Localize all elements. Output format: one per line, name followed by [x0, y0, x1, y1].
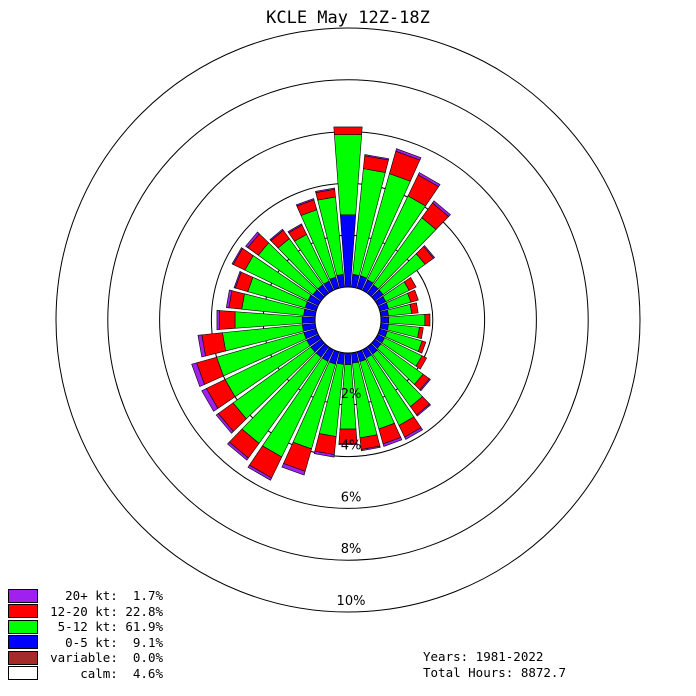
legend-label: 12-20 kt: 22.8%	[50, 603, 163, 619]
legend: 20+ kt: 1.7% 12-20 kt: 22.8% 5-12 kt: 61…	[8, 588, 163, 681]
petal-segment	[245, 231, 260, 249]
petal-segment	[417, 340, 427, 354]
legend-label: 20+ kt: 1.7%	[65, 588, 163, 604]
legend-item-5-12: 5-12 kt: 61.9%	[8, 619, 163, 635]
legend-label: 5-12 kt: 61.9%	[57, 619, 163, 635]
legend-swatch	[8, 588, 38, 603]
petal-segment	[417, 326, 424, 339]
legend-swatch	[8, 604, 38, 619]
legend-swatch	[8, 666, 38, 681]
ring-label: 6%	[341, 490, 362, 505]
petal-segment	[227, 441, 249, 461]
petal-segment	[333, 126, 363, 135]
petals	[191, 126, 451, 481]
calm-circle	[314, 286, 382, 354]
petal-segment	[417, 172, 441, 188]
petal-segment	[197, 334, 206, 358]
petal-segment	[247, 464, 273, 481]
petal-segment	[432, 200, 451, 217]
petal-segment	[379, 323, 389, 331]
petal-segment	[219, 310, 236, 330]
petal-segment	[360, 445, 381, 452]
legend-item-calm: calm: 4.6%	[8, 666, 163, 682]
petal-segment	[380, 316, 389, 324]
petal-segment	[344, 352, 352, 365]
petal-segment	[364, 154, 390, 161]
petal-segment	[225, 289, 233, 309]
chart-info: Years: 1981-2022 Total Hours: 8872.7	[423, 649, 566, 680]
years-text: Years: 1981-2022	[423, 649, 544, 664]
petal-segment	[231, 247, 243, 265]
petal-segment	[315, 187, 336, 193]
petal-segment	[281, 463, 306, 476]
petal-segment	[424, 313, 431, 327]
petal-segment	[388, 314, 426, 326]
petal-segment	[269, 228, 284, 242]
petal-segment	[382, 437, 403, 447]
legend-label: calm: 4.6%	[80, 665, 163, 681]
legend-swatch	[8, 635, 38, 650]
petal-segment	[334, 134, 362, 216]
petal-segment	[201, 388, 219, 412]
petal-segment	[313, 450, 335, 458]
petal-segment	[409, 302, 419, 314]
petal-segment	[287, 223, 303, 234]
legend-label: variable: 0.0%	[50, 650, 163, 666]
petal-segment	[216, 310, 220, 330]
ring-label: 4%	[341, 439, 362, 454]
petal-segment	[295, 198, 315, 207]
petal-segment	[301, 316, 316, 324]
petal-segment	[407, 289, 419, 303]
total-hours-text: Total Hours: 8872.7	[423, 664, 566, 680]
legend-swatch	[8, 650, 38, 665]
petal-segment	[201, 332, 226, 357]
petal-segment	[416, 403, 432, 417]
ring-circle	[107, 79, 589, 561]
petal-segment	[215, 413, 234, 434]
petal-segment	[423, 245, 436, 259]
ring-circle	[55, 27, 641, 613]
legend-item-20plus: 20+ kt: 1.7%	[8, 588, 163, 604]
petal-segment	[395, 148, 422, 161]
ring-label: 10%	[337, 594, 366, 609]
chart-title: KCLE May 12Z-18Z	[266, 8, 430, 28]
petal-segment	[415, 355, 428, 370]
petal-segment	[419, 378, 431, 392]
petal-segment	[191, 362, 205, 388]
petal-segment	[404, 427, 424, 440]
legend-item-12-20: 12-20 kt: 22.8%	[8, 604, 163, 620]
legend-item-variable: variable: 0.0%	[8, 650, 163, 666]
legend-item-0-5: 0-5 kt: 9.1%	[8, 635, 163, 651]
petal-segment	[338, 443, 358, 445]
ring-label: 8%	[341, 542, 362, 557]
petal-segment	[379, 309, 389, 317]
legend-label: 0-5 kt: 9.1%	[65, 634, 163, 650]
ring-label: 2%	[341, 387, 362, 402]
petal-segment	[233, 271, 242, 289]
petal-segment	[403, 277, 417, 291]
legend-swatch	[8, 619, 38, 634]
